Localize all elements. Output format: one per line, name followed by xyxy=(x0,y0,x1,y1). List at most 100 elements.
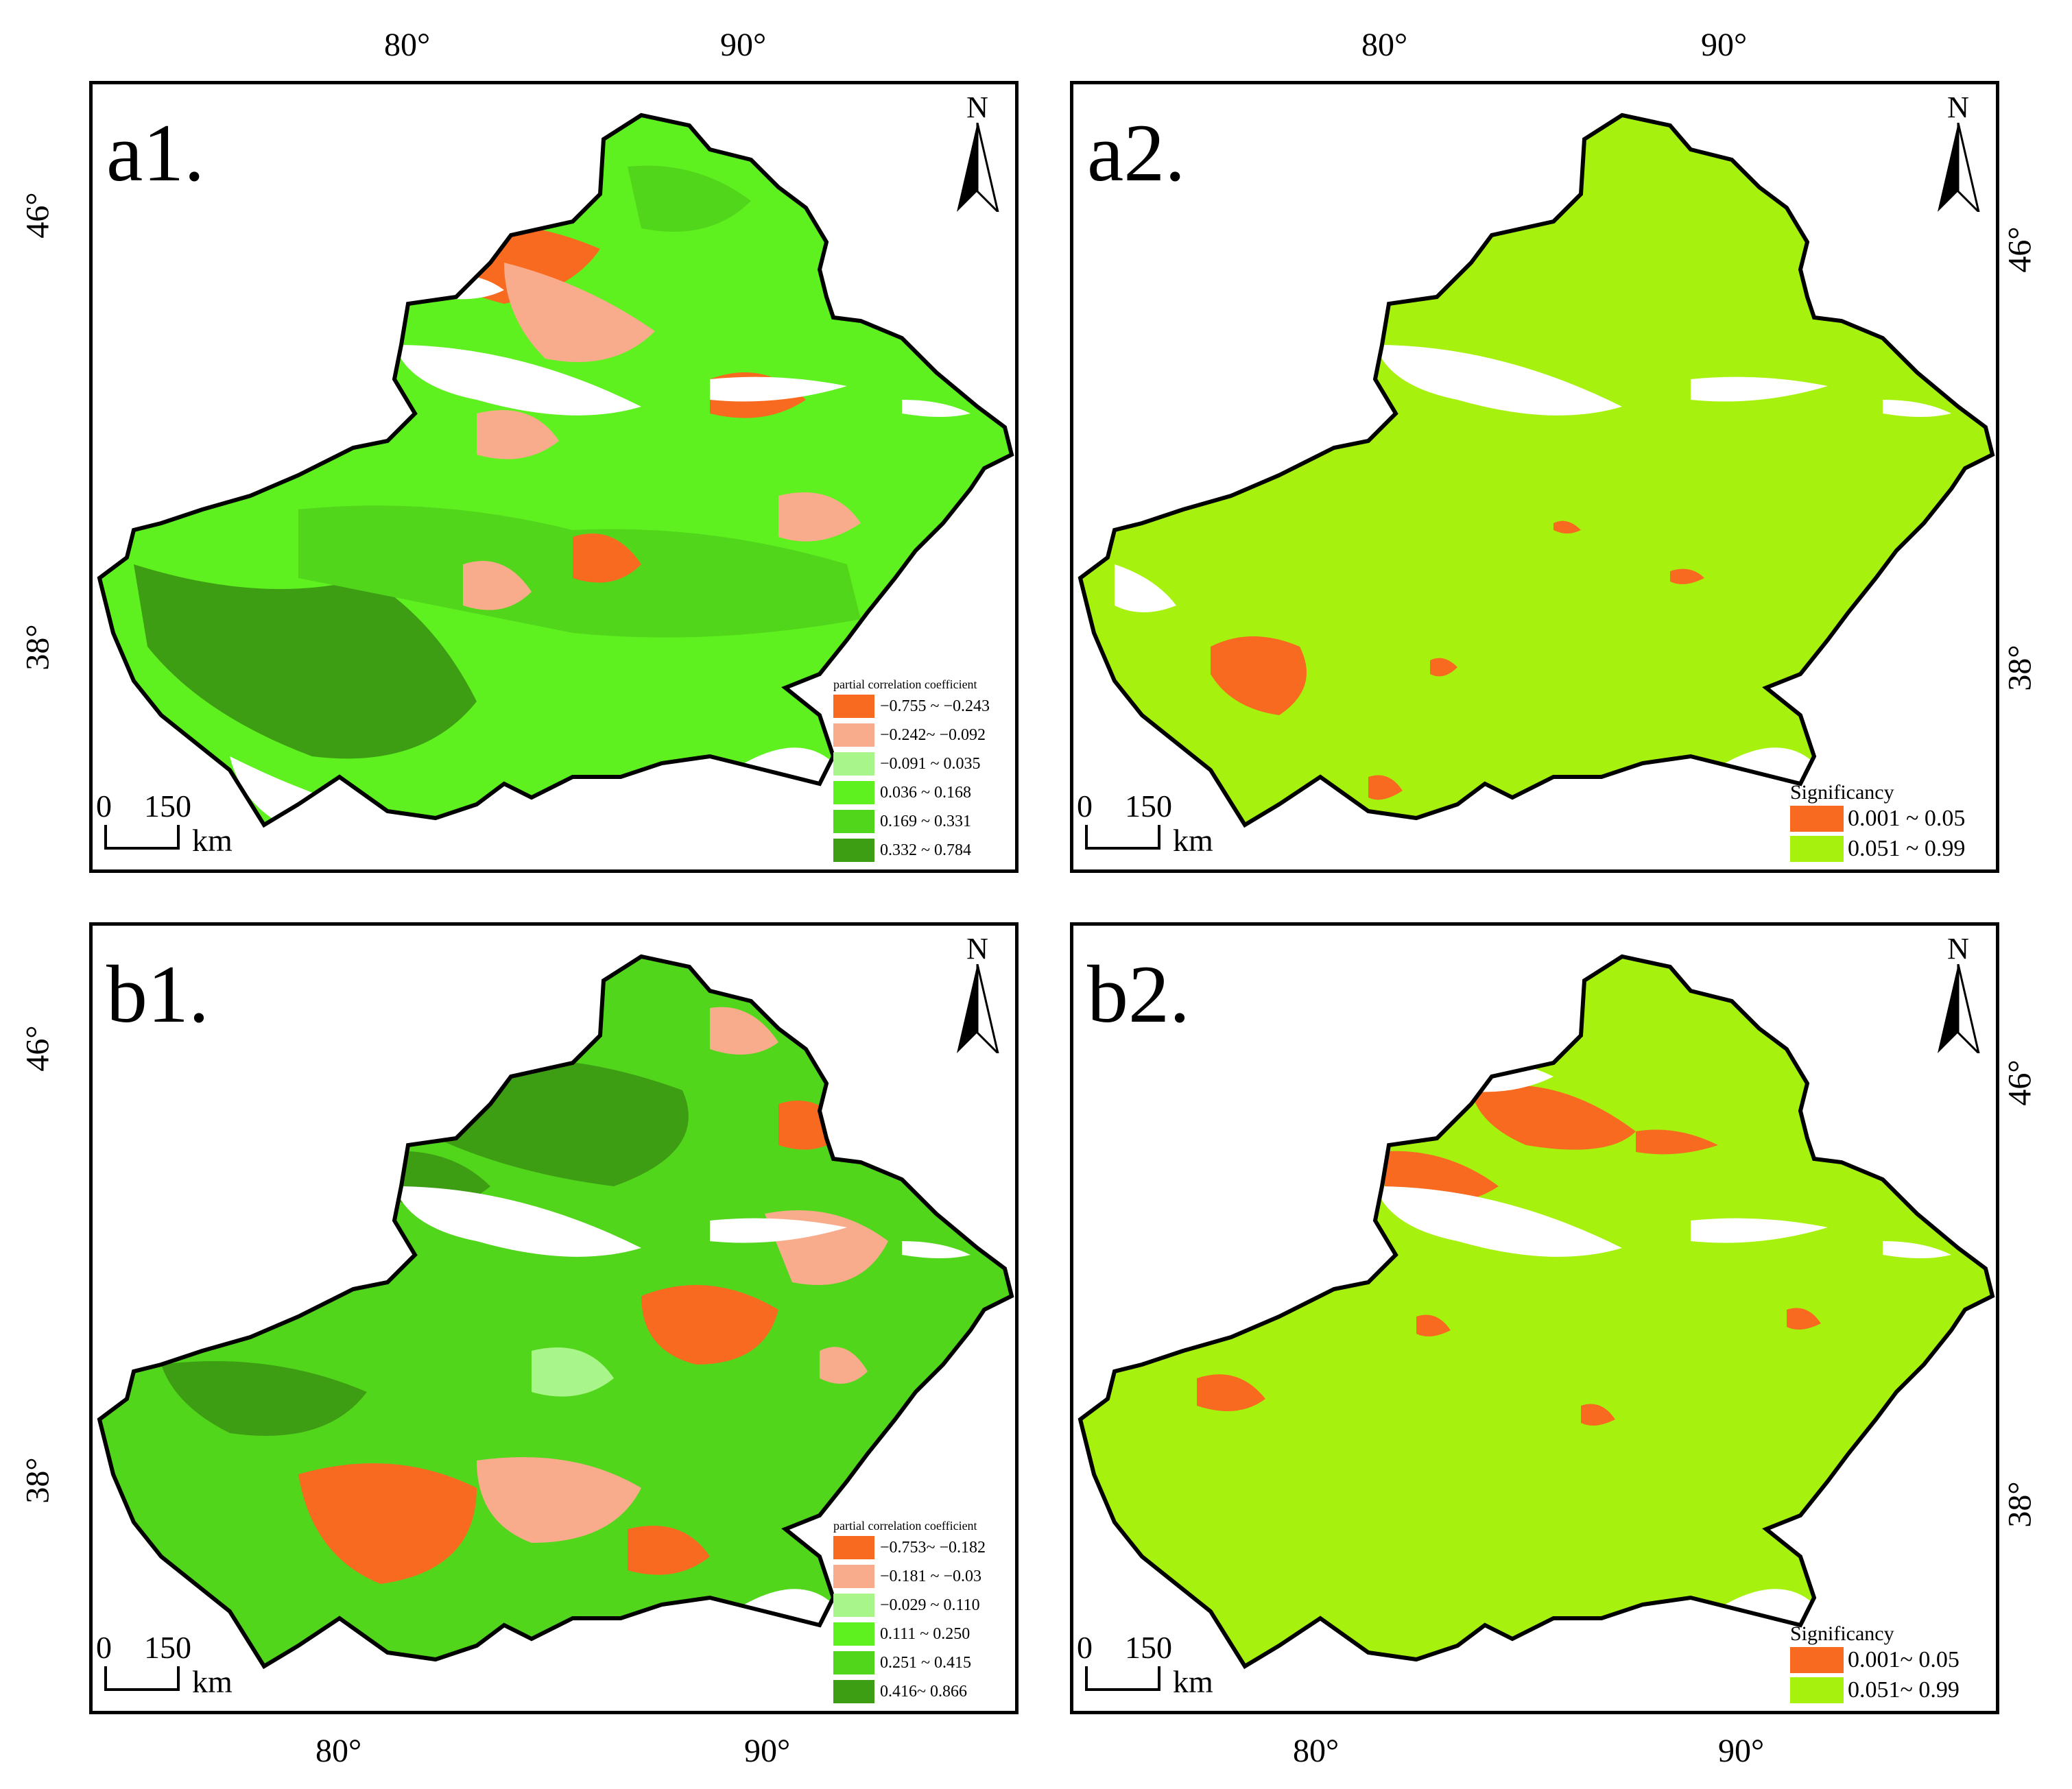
legend-label: −0.091 ~ 0.035 xyxy=(880,755,981,773)
panel-a2: a2. N 0 150 km Significancy 0.001 ~ 0.05… xyxy=(1070,81,1999,873)
legend-label: 0.416~ 0.866 xyxy=(880,1683,967,1701)
legend-swatch xyxy=(833,1536,874,1559)
legend-swatch xyxy=(833,1680,874,1703)
legend-title: Significancy xyxy=(1790,781,1894,804)
legend: Significancy 0.001 ~ 0.05 0.051 ~ 0.99 xyxy=(1790,782,1965,866)
panel-a1: a1. N 0 150 km partial correlation coeff… xyxy=(89,81,1019,873)
legend: partial correlation coefficient −0.755 ~… xyxy=(833,678,990,867)
north-arrow-icon xyxy=(1938,123,1980,212)
map-a2 xyxy=(1073,84,1996,869)
scale-unit: km xyxy=(1173,1664,1213,1699)
legend-item: −0.755 ~ −0.243 xyxy=(833,695,990,718)
scale-start: 0 xyxy=(96,1630,112,1665)
scale-unit: km xyxy=(192,823,233,858)
legend-item: 0.251 ~ 0.415 xyxy=(833,1651,986,1674)
legend-label: 0.036 ~ 0.168 xyxy=(880,784,971,802)
legend-item: 0.416~ 0.866 xyxy=(833,1680,986,1703)
legend-swatch xyxy=(833,839,874,862)
scale-bar: 0 150 km xyxy=(96,1632,247,1701)
scale-start: 0 xyxy=(1077,1630,1093,1665)
scale-unit: km xyxy=(1173,823,1213,858)
lon-label-80-bottom-left: 80° xyxy=(315,1733,362,1769)
legend-label: −0.242~ −0.092 xyxy=(880,726,986,744)
legend-swatch xyxy=(1790,1647,1844,1673)
legend-swatch xyxy=(833,1594,874,1617)
north-label: N xyxy=(1947,932,1969,965)
legend-label: 0.332 ~ 0.784 xyxy=(880,841,971,859)
scale-start: 0 xyxy=(1077,789,1093,824)
north-arrow-icon xyxy=(957,964,999,1053)
legend-item: −0.242~ −0.092 xyxy=(833,723,990,747)
legend-swatch xyxy=(1790,836,1844,862)
map-a1 xyxy=(93,84,1015,869)
legend-swatch xyxy=(833,781,874,804)
legend-swatch xyxy=(833,1651,874,1674)
scale-end: 150 xyxy=(144,789,191,824)
scale-bar-line xyxy=(104,1666,180,1691)
lat-label-38-left-top: 38° xyxy=(19,624,56,671)
legend-item: 0.001~ 0.05 xyxy=(1790,1647,1960,1673)
legend-swatch xyxy=(1790,1677,1844,1703)
north-arrow: N xyxy=(1934,93,1982,216)
legend-item: 0.332 ~ 0.784 xyxy=(833,839,990,862)
panel-label: b1. xyxy=(106,948,209,1040)
legend-item: 0.036 ~ 0.168 xyxy=(833,781,990,804)
legend-item: −0.181 ~ −0.03 xyxy=(833,1565,986,1588)
legend-label: −0.753~ −0.182 xyxy=(880,1539,986,1557)
legend-label: 0.051~ 0.99 xyxy=(1848,1677,1960,1703)
legend-swatch xyxy=(833,810,874,833)
legend-item: 0.001 ~ 0.05 xyxy=(1790,806,1965,832)
lat-label-46-left-bottom: 46° xyxy=(19,1025,56,1072)
scale-bar-line xyxy=(104,825,180,850)
scale-end: 150 xyxy=(1125,1630,1172,1665)
lon-label-90-top-right: 90° xyxy=(1701,27,1748,63)
scale-bar: 0 150 km xyxy=(1077,1632,1228,1701)
scale-bar: 0 150 km xyxy=(1077,791,1228,859)
lat-label-38-left-bottom: 38° xyxy=(19,1457,56,1504)
legend-title: partial correlation coefficient xyxy=(833,677,977,691)
legend-label: −0.181 ~ −0.03 xyxy=(880,1568,982,1585)
panel-b2: b2. N 0 150 km Significancy 0.001~ 0.05 … xyxy=(1070,922,1999,1714)
legend-title: partial correlation coefficient xyxy=(833,1519,977,1533)
legend-item: 0.051 ~ 0.99 xyxy=(1790,836,1965,862)
legend-swatch xyxy=(833,752,874,776)
legend-swatch xyxy=(1790,806,1844,832)
north-arrow: N xyxy=(953,934,1001,1057)
north-arrow: N xyxy=(1934,934,1982,1057)
north-label: N xyxy=(966,91,988,124)
lat-label-46-right-top: 46° xyxy=(2001,226,2038,273)
scale-end: 150 xyxy=(1125,789,1172,824)
legend-label: 0.001 ~ 0.05 xyxy=(1848,806,1966,831)
legend-swatch xyxy=(833,723,874,747)
north-label: N xyxy=(1947,91,1969,124)
scale-start: 0 xyxy=(96,789,112,824)
north-label: N xyxy=(966,932,988,965)
lon-label-80-top-left: 80° xyxy=(384,27,431,63)
legend-item: −0.091 ~ 0.035 xyxy=(833,752,990,776)
legend-label: 0.051 ~ 0.99 xyxy=(1848,836,1966,861)
lon-label-80-top-right: 80° xyxy=(1361,27,1408,63)
legend-label: −0.029 ~ 0.110 xyxy=(880,1596,980,1614)
scale-bar-line xyxy=(1085,825,1160,850)
lon-label-90-bottom-right: 90° xyxy=(1718,1733,1765,1769)
lon-label-80-bottom-right: 80° xyxy=(1293,1733,1339,1769)
panel-label: a2. xyxy=(1087,107,1186,198)
lon-label-90-bottom-left: 90° xyxy=(744,1733,791,1769)
legend: partial correlation coefficient −0.753~ … xyxy=(833,1520,986,1709)
legend-label: 0.169 ~ 0.331 xyxy=(880,813,971,830)
legend-item: 0.051~ 0.99 xyxy=(1790,1677,1960,1703)
legend-label: 0.251 ~ 0.415 xyxy=(880,1654,971,1672)
lat-label-38-right-bottom: 38° xyxy=(2001,1481,2038,1528)
scale-end: 150 xyxy=(144,1630,191,1665)
scale-bar-line xyxy=(1085,1666,1160,1691)
legend-item: −0.029 ~ 0.110 xyxy=(833,1594,986,1617)
legend-swatch xyxy=(833,1622,874,1646)
scale-bar: 0 150 km xyxy=(96,791,247,859)
panel-b1: b1. N 0 150 km partial correlation coeff… xyxy=(89,922,1019,1714)
north-arrow-icon xyxy=(1938,964,1980,1053)
lat-label-46-left-top: 46° xyxy=(19,192,56,239)
scale-unit: km xyxy=(192,1664,233,1699)
legend-item: 0.169 ~ 0.331 xyxy=(833,810,990,833)
panel-label: b2. xyxy=(1087,948,1190,1040)
legend-item: 0.111 ~ 0.250 xyxy=(833,1622,986,1646)
